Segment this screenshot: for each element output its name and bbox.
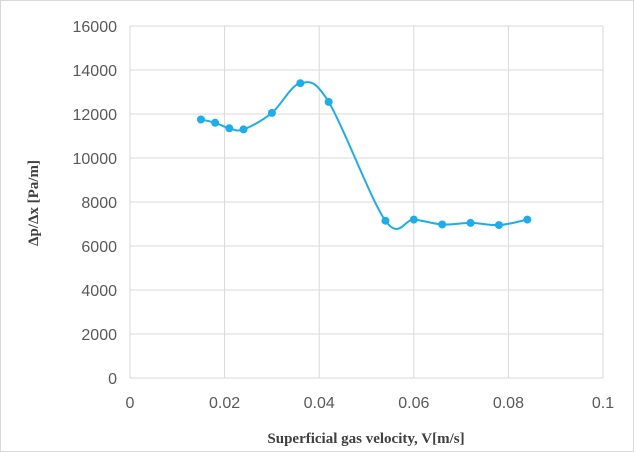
x-tick-label: 0	[126, 395, 135, 412]
y-tick-label: 14000	[73, 63, 118, 80]
x-axis-title: Superficial gas velocity, V[m/s]	[267, 431, 464, 447]
x-tick-label: 0.1	[592, 395, 614, 412]
data-point	[466, 218, 475, 227]
x-tick-label: 0.06	[398, 395, 429, 412]
data-point	[225, 124, 234, 133]
data-point	[438, 220, 447, 229]
data-point	[409, 215, 418, 224]
y-tick-label: 0	[108, 371, 117, 388]
y-tick-labels: 0 2000 4000 6000 8000 10000 12000 14000 16000	[73, 19, 118, 388]
data-point	[196, 115, 205, 124]
y-axis-title: Δp/Δx [Pa/m]	[26, 160, 42, 246]
y-tick-label: 8000	[81, 195, 117, 212]
data-point	[523, 215, 532, 224]
y-tick-label: 12000	[73, 107, 118, 124]
data-point	[324, 97, 333, 106]
data-point	[267, 108, 276, 117]
x-tick-labels: 0 0.02 0.04 0.06 0.08 0.1	[126, 395, 615, 412]
data-point	[381, 216, 390, 225]
y-tick-label: 2000	[81, 327, 117, 344]
x-tick-label: 0.04	[304, 395, 335, 412]
data-point	[211, 118, 220, 127]
data-point	[296, 79, 305, 88]
series-line	[200, 81, 528, 230]
data-point	[494, 221, 503, 230]
x-tick-label: 0.08	[493, 395, 524, 412]
x-tick-label: 0.02	[209, 395, 240, 412]
y-tick-label: 16000	[73, 19, 118, 36]
grid-lines	[129, 25, 604, 379]
series	[196, 79, 532, 230]
y-tick-label: 10000	[73, 151, 118, 168]
y-tick-label: 4000	[81, 283, 117, 300]
y-tick-label: 6000	[81, 239, 117, 256]
data-point	[239, 125, 248, 134]
